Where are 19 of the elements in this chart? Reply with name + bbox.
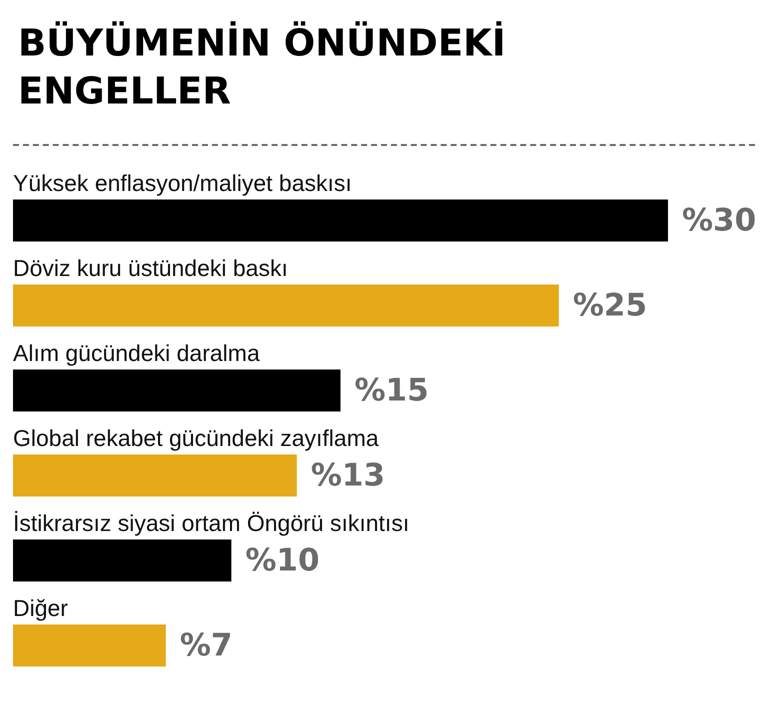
y-tick-label: İstikrarsız siyasi ortam Öngörü sıkıntısı	[13, 510, 410, 536]
data-label: %7	[180, 628, 232, 664]
y-tick-label: Global rekabet gücündeki zayıflama	[13, 425, 379, 451]
y-tick-label: Alım gücündeki daralma	[13, 340, 260, 366]
y-tick-label: Yüksek enflasyon/maliyet baskısı	[13, 170, 352, 196]
data-label: %10	[245, 542, 320, 578]
bar	[13, 284, 559, 326]
bar	[13, 370, 340, 412]
chart-title: BÜYÜMENİN ÖNÜNDEKİ ENGELLER	[18, 20, 518, 112]
data-label: %25	[572, 288, 648, 324]
data-label: %15	[354, 372, 429, 408]
bar	[13, 454, 297, 496]
data-label: %13	[310, 458, 386, 494]
y-tick-label: Döviz kuru üstündeki baskı	[13, 255, 288, 281]
bar	[13, 624, 166, 666]
bar	[13, 540, 232, 582]
data-label: %30	[682, 202, 756, 238]
bar	[13, 200, 668, 242]
y-tick-label: Diğer	[13, 595, 68, 621]
